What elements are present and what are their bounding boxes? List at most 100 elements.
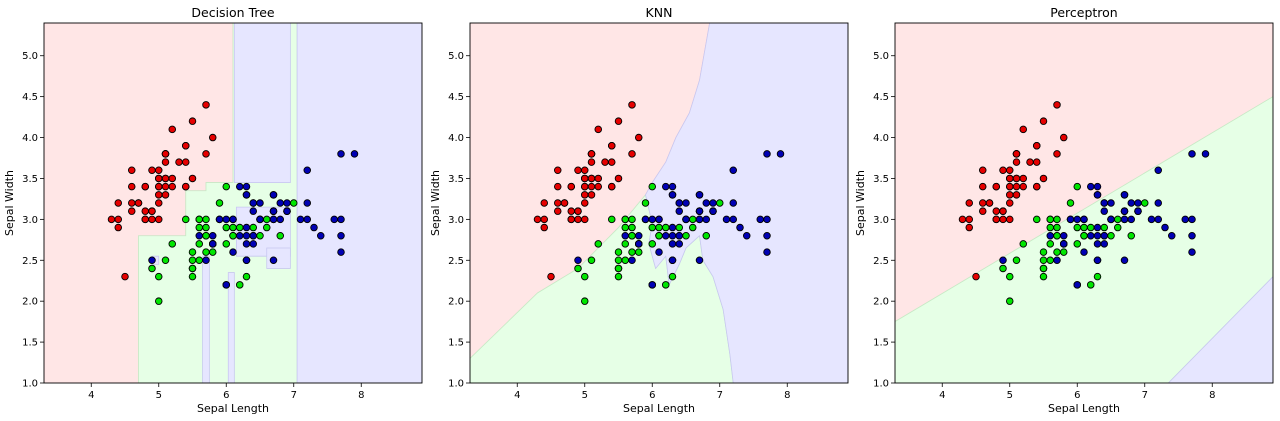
data-point-setosa (614, 117, 623, 125)
data-point-setosa (141, 182, 149, 191)
data-point-virginica (702, 215, 711, 224)
data-point-versicolor (1053, 231, 1061, 240)
decision-regions (895, 23, 1273, 383)
data-point-setosa (134, 199, 143, 207)
data-point-setosa (628, 150, 636, 158)
data-point-setosa (1006, 199, 1014, 207)
data-point-virginica (1059, 231, 1068, 240)
data-point-virginica (1147, 215, 1156, 224)
data-point-versicolor (208, 248, 217, 256)
data-point-versicolor (635, 248, 643, 256)
data-point-versicolor (1059, 248, 1068, 256)
chart-panel-perceptron: 4 5 6 7 8 1.0 1.5 2.0 2.5 3.0 3.5 4.0 4.5 5.0 Perceptr… (854, 5, 1274, 415)
data-point-versicolor (655, 223, 663, 232)
data-point-virginica (350, 150, 359, 158)
data-point-virginica (1181, 215, 1189, 224)
data-point-virginica (641, 215, 650, 224)
data-point-versicolor (1053, 215, 1061, 224)
x-tick-label: 8 (358, 390, 364, 401)
data-point-setosa (1053, 150, 1061, 158)
data-point-virginica (310, 223, 318, 232)
data-point-setosa (574, 166, 582, 175)
data-point-virginica (655, 215, 663, 224)
data-point-virginica (675, 207, 684, 215)
data-point-versicolor (682, 231, 690, 240)
y-tick-label: 1.0 (22, 379, 38, 390)
data-point-virginica (662, 182, 670, 191)
data-point-virginica (1201, 150, 1210, 158)
data-point-setosa (1032, 182, 1041, 191)
data-point-versicolor (1100, 223, 1108, 232)
data-point-setosa (574, 207, 582, 215)
data-point-setosa (581, 174, 589, 183)
x-tick-label: 5 (582, 390, 588, 401)
data-point-setosa (628, 101, 636, 109)
y-axis-label: Sepal Width (3, 170, 16, 236)
data-point-versicolor (662, 281, 670, 289)
data-point-virginica (743, 231, 751, 240)
data-point-virginica (695, 207, 704, 215)
data-point-setosa (1032, 141, 1041, 150)
x-axis-label: Sepal Length (197, 402, 269, 415)
decision-region-virginica (266, 247, 291, 269)
y-tick-label: 3.0 (22, 215, 38, 226)
data-point-virginica (722, 215, 731, 224)
data-point-virginica (242, 256, 251, 265)
data-point-setosa (979, 207, 987, 215)
data-point-setosa (1039, 117, 1048, 125)
data-point-virginica (999, 256, 1007, 265)
data-point-versicolor (587, 256, 596, 265)
data-point-versicolor (195, 256, 203, 265)
data-point-versicolor (1113, 223, 1122, 232)
data-point-setosa (554, 199, 562, 207)
data-point-setosa (148, 207, 156, 215)
data-point-virginica (1120, 191, 1129, 199)
data-point-versicolor (1080, 223, 1088, 232)
chart-panel-decision-tree: 4 5 6 7 8 1.0 1.5 2.0 2.5 3.0 3.5 4.0 4.5 5.0 Decision… (3, 5, 423, 415)
data-point-virginica (269, 191, 278, 199)
data-point-virginica (1188, 248, 1196, 256)
data-point-versicolor (621, 223, 630, 232)
data-point-versicolor (1073, 182, 1081, 191)
data-point-virginica (662, 231, 670, 240)
data-point-versicolor (202, 248, 210, 256)
data-point-versicolor (614, 248, 623, 256)
data-point-virginica (222, 281, 230, 289)
data-point-virginica (337, 150, 345, 158)
data-point-versicolor (195, 215, 203, 224)
y-axis-label: Sepal Width (854, 170, 867, 236)
x-tick-label: 7 (1142, 390, 1148, 401)
data-point-virginica (235, 182, 244, 191)
data-point-setosa (127, 207, 136, 215)
data-point-setosa (161, 150, 170, 158)
data-point-setosa (554, 182, 562, 191)
data-point-setosa (127, 182, 136, 191)
data-point-versicolor (1073, 223, 1081, 232)
data-point-virginica (1093, 223, 1102, 232)
data-point-virginica (215, 215, 224, 224)
data-point-versicolor (1046, 215, 1054, 224)
data-point-setosa (1026, 158, 1034, 166)
data-point-versicolor (628, 223, 636, 232)
data-point-setosa (965, 223, 974, 232)
data-point-setosa (202, 150, 210, 158)
data-point-setosa (560, 199, 569, 207)
data-point-versicolor (1113, 215, 1122, 224)
data-point-virginica (1080, 248, 1088, 256)
data-point-setosa (1012, 182, 1021, 191)
data-point-setosa (188, 117, 197, 125)
decision-region-versicolor (895, 96, 1273, 383)
data-point-virginica (303, 215, 312, 224)
data-point-virginica (763, 215, 771, 224)
data-point-setosa (141, 215, 149, 224)
data-point-setosa (161, 191, 170, 199)
data-point-virginica (635, 240, 643, 248)
data-point-setosa (1012, 150, 1021, 158)
data-point-virginica (1127, 199, 1135, 207)
data-point-versicolor (621, 240, 630, 248)
data-point-virginica (317, 231, 325, 240)
data-point-virginica (1066, 215, 1075, 224)
y-tick-label: 3.5 (873, 174, 889, 185)
data-point-virginica (1080, 215, 1088, 224)
data-point-setosa (188, 174, 197, 183)
